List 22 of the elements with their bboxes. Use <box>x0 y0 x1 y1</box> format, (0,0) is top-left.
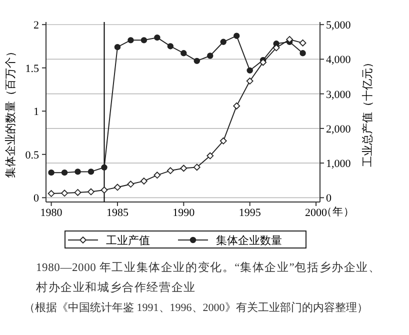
x-tick-label: 1990 <box>172 207 196 219</box>
legend-label: 工业产值 <box>106 234 150 247</box>
y-tick-label: 0 <box>34 192 40 205</box>
y2-tick-label: 5,000 <box>326 20 352 32</box>
y2-tick-label: 2,000 <box>326 123 352 136</box>
y2-tick-label: 0 <box>326 192 332 205</box>
y2-axis-title: 工业总产值（十亿元） <box>361 57 374 167</box>
text: （根据《中国统计年鉴 1991、1996、2000》有关工业部门的内容整理） <box>24 300 369 316</box>
y-tick-label: 1.5 <box>25 62 40 75</box>
text: 1980—2000 年工业集体企业的变化。“集体企业”包括乡办企业、村办企业和城乡合作经营企业 <box>36 260 381 296</box>
x-tick-label: 1980 <box>40 207 63 219</box>
x-tick-label: 1995 <box>238 207 262 219</box>
y-tick-label: 1 <box>34 106 39 118</box>
y2-tick-label: 3,000 <box>326 88 352 101</box>
legend-label: 集体企业数量 <box>216 234 282 247</box>
y-tick-label: 0.5 <box>25 149 40 162</box>
y-axis-title: 集体企业的数量（百万个） <box>4 46 17 178</box>
y-tick-label: 2 <box>34 20 39 32</box>
x-tick-label: 1985 <box>106 207 129 219</box>
y2-tick-label: 4,000 <box>326 54 352 66</box>
y2-tick-label: 1,000 <box>326 158 352 170</box>
x-tick-label: 2000 <box>305 207 328 219</box>
